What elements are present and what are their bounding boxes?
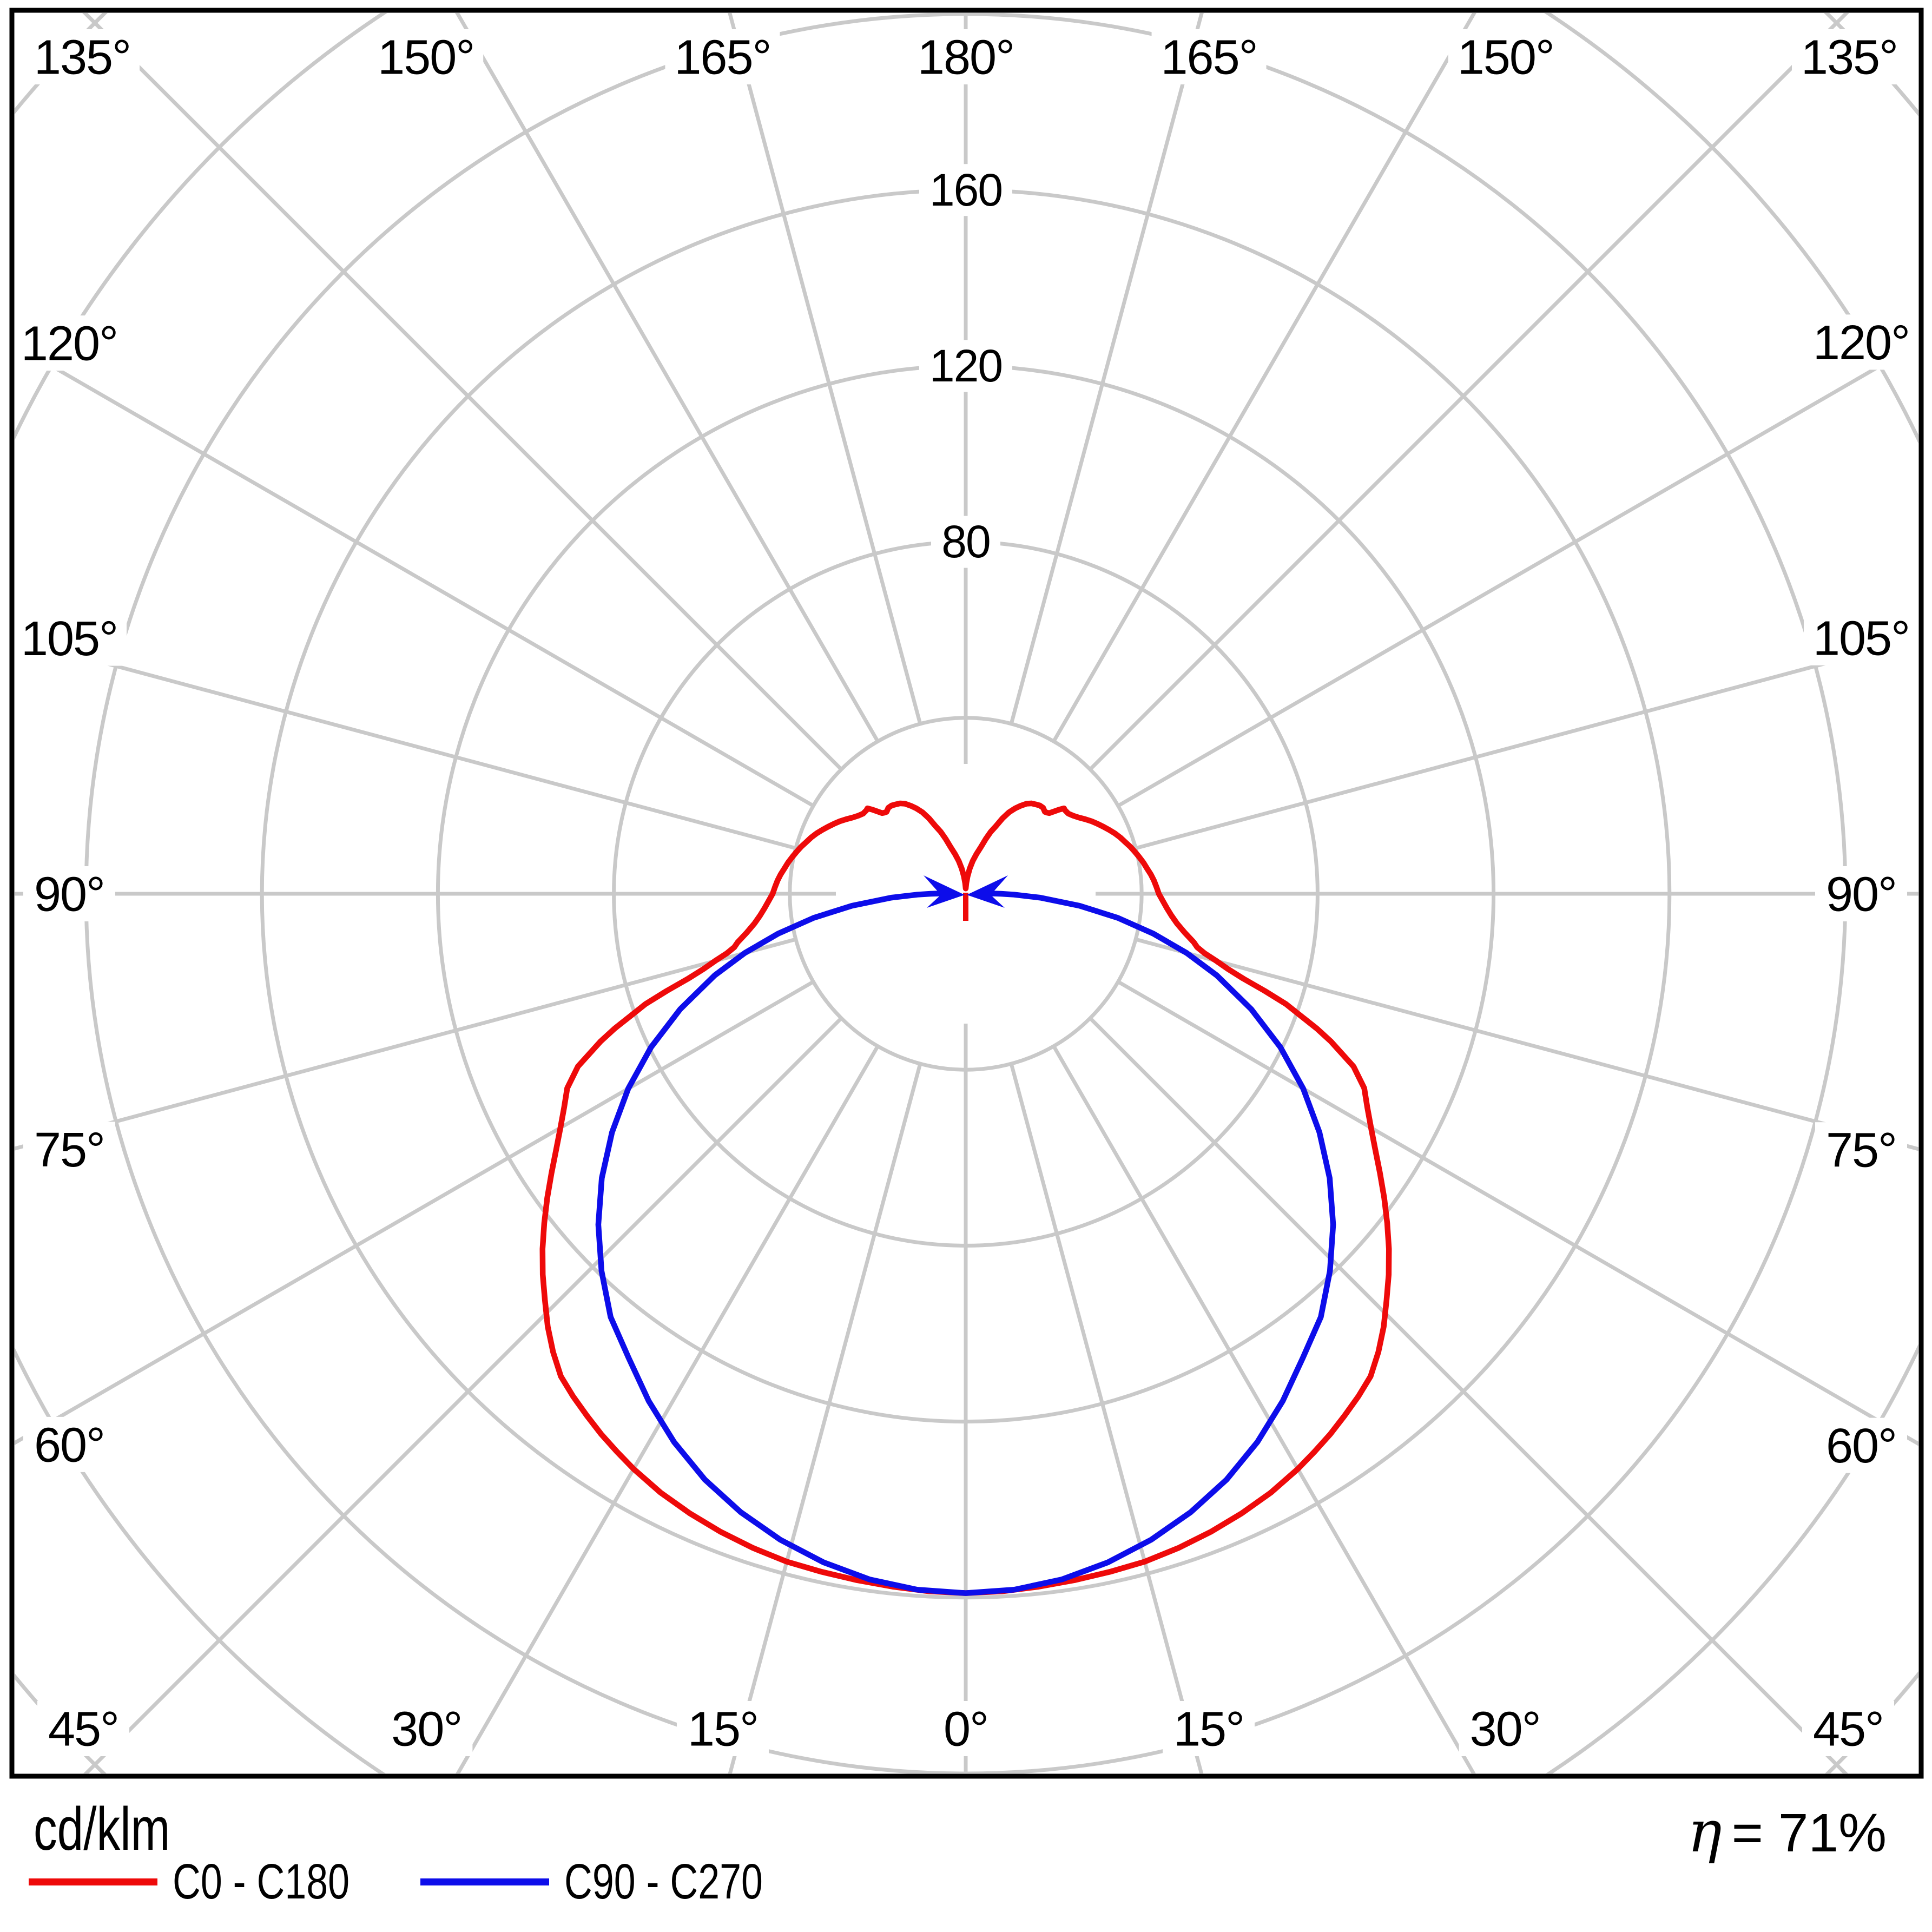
ring-label-80: 80 <box>941 516 990 567</box>
legend-swatch-c90-c270 <box>420 1878 549 1885</box>
angle-label-halo-120°-120 <box>1804 314 1918 370</box>
efficiency-readout: η = 71% <box>1687 1798 1887 1865</box>
angle-label-halo-75°--75 <box>23 1122 115 1177</box>
angle-label--150: 150° <box>378 31 474 85</box>
angle-label-halo-150°--150 <box>368 29 484 84</box>
grid-ray-30 <box>1052 1045 1476 1773</box>
ring-label-halo-80 <box>931 516 1000 568</box>
angle-label-halo-45°-45 <box>1802 1701 1894 1756</box>
grid-ray-165 <box>1009 13 1204 724</box>
ring-label-120: 120 <box>929 340 1002 391</box>
plot-frame <box>9 8 1924 1779</box>
angle-label-30: 30° <box>1470 1703 1540 1757</box>
legend-item-c0-c180: C0 - C180 <box>29 1854 399 1909</box>
angle-label--105: 105° <box>21 612 117 666</box>
grid-ray-75 <box>1135 937 1918 1151</box>
angle-label-halo-60°-60 <box>1815 1417 1907 1473</box>
ring-label-halo-120 <box>919 340 1012 392</box>
angle-label-halo-15°--15 <box>676 1701 769 1756</box>
angle-label-halo-60°--60 <box>23 1416 115 1472</box>
angle-label-halo-75°-75 <box>1815 1122 1907 1178</box>
angle-label-15: 15° <box>1173 1703 1244 1757</box>
grid-ray-60 <box>1117 980 1918 1446</box>
grid-ray--30 <box>456 1045 880 1773</box>
angle-label--165: 165° <box>674 31 770 85</box>
center-marker-c90-arrow-right <box>967 875 1008 908</box>
center-marker-c90-arrow-left <box>924 875 965 908</box>
grid-ray--120 <box>15 342 815 808</box>
angle-label-halo-135°--135 <box>25 29 140 84</box>
angle-label-halo-180°-180 <box>908 29 1023 84</box>
angle-label--30: 30° <box>391 1703 461 1757</box>
angle-label-halo-105°--105 <box>12 610 127 666</box>
legend-swatch-c0-c180 <box>29 1878 157 1885</box>
angle-label--45: 45° <box>48 1703 118 1757</box>
angle-label-halo-105°-105 <box>1804 610 1918 665</box>
ring-label-halo-160 <box>919 164 1012 216</box>
angle-label-halo-135°-135 <box>1792 29 1907 84</box>
angle-label-105: 105° <box>1813 611 1909 665</box>
angle-label-75: 75° <box>1826 1124 1896 1178</box>
angle-label--15: 15° <box>688 1703 758 1757</box>
angle-label-180: 180° <box>918 31 1014 85</box>
grid-ray-135 <box>1089 13 1849 771</box>
grid-ray--15 <box>728 1063 922 1773</box>
grid-ray--75 <box>15 937 796 1151</box>
legend-label-c0-c180: C0 - C180 <box>173 1854 350 1909</box>
angle-label-165: 165° <box>1160 31 1257 85</box>
angle-label-120: 120° <box>1813 316 1909 370</box>
curve-layer <box>539 800 1392 1596</box>
angle-label-halo-30°-30 <box>1459 1701 1551 1756</box>
grid-ray-15 <box>1009 1063 1204 1773</box>
angle-label-halo-30°--30 <box>380 1701 473 1756</box>
grid-ray--135 <box>82 13 843 771</box>
grid-ray--105 <box>15 637 796 850</box>
angle-label-halo-165°-165 <box>1151 29 1267 84</box>
legend-label-c90-c270: C90 - C270 <box>564 1854 763 1909</box>
legend-item-c90-c270: C90 - C270 <box>420 1854 819 1909</box>
grid-ray--150 <box>455 13 880 743</box>
angle-label--60: 60° <box>34 1418 104 1472</box>
grid-ray-120 <box>1117 341 1918 808</box>
grid-ray--60 <box>15 980 815 1446</box>
grid-ray--165 <box>728 13 922 724</box>
curve-c90-c270 <box>595 890 1336 1596</box>
unit-label-text: cd/klm <box>34 1795 170 1863</box>
angle-label-90: 90° <box>1826 868 1896 922</box>
grid-ray--45 <box>83 1017 843 1773</box>
grid-ray-45 <box>1089 1017 1848 1773</box>
angle-label-halo-45°--45 <box>37 1701 129 1756</box>
angle-label-halo-15°-15 <box>1163 1701 1255 1756</box>
angle-label-45: 45° <box>1813 1703 1883 1757</box>
ring-label-160: 160 <box>929 164 1002 215</box>
unit-label: cd/klm <box>34 1797 209 1861</box>
label-layer: 80 120 160 135° 150° 165° 180° 165° 150° 135° 120°… <box>12 29 1918 1757</box>
grid-ray-150 <box>1052 13 1476 743</box>
angle-label-halo-90°-90 <box>1815 866 1907 921</box>
grid-ray-105 <box>1135 636 1918 850</box>
angle-label--90: 90° <box>34 868 104 922</box>
angle-label--120: 120° <box>21 317 117 371</box>
angle-label-halo-150°-150 <box>1448 29 1563 84</box>
angle-label--135: 135° <box>34 31 130 85</box>
eta-value: = 71% <box>1731 1803 1887 1863</box>
angle-label-halo-0°-0 <box>931 1701 1000 1756</box>
angle-label-halo-165°--165 <box>665 29 780 84</box>
eta-symbol: η <box>1687 1798 1722 1865</box>
angle-label-halo-90°--90 <box>23 866 115 921</box>
angle-label-150: 150° <box>1458 31 1554 85</box>
angle-label-0: 0° <box>944 1703 988 1757</box>
angle-label-135: 135° <box>1801 31 1897 85</box>
angle-label-60: 60° <box>1826 1419 1896 1473</box>
angle-label-halo-120°--120 <box>12 315 127 371</box>
angle-label--75: 75° <box>34 1123 104 1177</box>
